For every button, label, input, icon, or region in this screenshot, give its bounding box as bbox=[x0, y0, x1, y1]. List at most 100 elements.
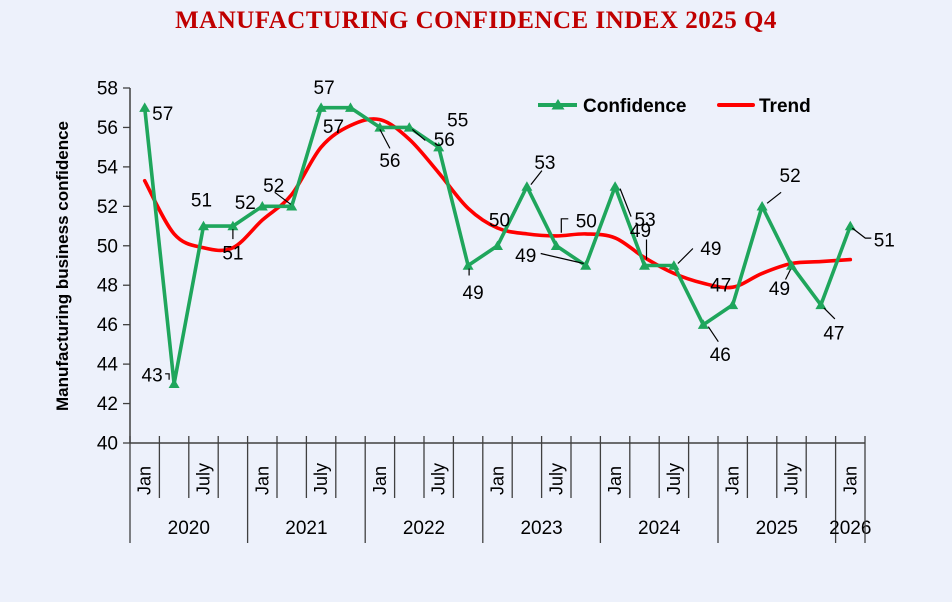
confidence-marker bbox=[492, 240, 503, 250]
legend-confidence-label: Confidence bbox=[583, 96, 686, 117]
confidence-marker bbox=[403, 122, 415, 132]
data-label: 56 bbox=[379, 151, 400, 172]
y-tick-label: 48 bbox=[97, 276, 118, 297]
data-label: 51 bbox=[222, 244, 243, 265]
data-label: 49 bbox=[515, 246, 536, 267]
confidence-marker bbox=[286, 201, 298, 211]
confidence-marker bbox=[550, 240, 562, 250]
confidence-marker bbox=[756, 201, 768, 211]
confidence-marker bbox=[345, 102, 356, 112]
year-label: 2023 bbox=[520, 518, 562, 539]
data-label: 49 bbox=[630, 221, 651, 242]
y-tick-label: 40 bbox=[97, 434, 118, 455]
confidence-marker bbox=[433, 141, 445, 152]
data-label-callout bbox=[784, 269, 792, 280]
trend-line bbox=[142, 117, 853, 290]
year-label: 2026 bbox=[829, 518, 871, 539]
confidence-marker bbox=[697, 319, 709, 329]
data-label: 49 bbox=[700, 239, 721, 260]
year-label: 2021 bbox=[285, 518, 327, 539]
data-label: 53 bbox=[635, 210, 656, 231]
data-label: 57 bbox=[323, 117, 344, 138]
confidence-marker bbox=[139, 102, 151, 112]
confidence-marker bbox=[168, 378, 180, 389]
legend: Confidence Trend bbox=[538, 96, 811, 117]
data-label: 50 bbox=[576, 211, 597, 232]
y-tick-label: 58 bbox=[97, 79, 118, 100]
confidence-marker bbox=[580, 260, 592, 270]
data-label: 51 bbox=[874, 231, 895, 252]
data-label-callout bbox=[274, 191, 292, 205]
data-label: 49 bbox=[463, 283, 484, 304]
confidence-marker bbox=[256, 201, 268, 211]
y-tick-label: 46 bbox=[97, 315, 118, 336]
data-label: 49 bbox=[769, 279, 790, 300]
confidence-marker bbox=[609, 181, 621, 191]
year-label: 2022 bbox=[403, 518, 445, 539]
month-label: Jan bbox=[370, 466, 390, 495]
y-tick-label: 50 bbox=[97, 236, 118, 257]
data-label: 52 bbox=[263, 176, 284, 197]
data-label: 56 bbox=[434, 130, 455, 151]
data-label-callout bbox=[411, 128, 426, 141]
y-tick-label: 52 bbox=[97, 197, 118, 218]
axes-layer: 40 42 44 46 48 50 52 54 56 58 Jan July 2020 Jan July 20… bbox=[97, 79, 871, 543]
month-label: July bbox=[664, 463, 684, 495]
confidence-marker bbox=[727, 299, 739, 310]
confidence-marker bbox=[815, 299, 827, 310]
legend-trend-label: Trend bbox=[759, 96, 811, 117]
month-label: Jan bbox=[252, 466, 272, 495]
confidence-marker bbox=[315, 102, 327, 112]
data-label-callout bbox=[619, 188, 632, 217]
y-tick-label: 54 bbox=[97, 157, 119, 178]
data-label: 43 bbox=[142, 365, 163, 386]
confidence-marker bbox=[639, 260, 650, 270]
data-label: 52 bbox=[780, 166, 801, 187]
month-label: Jan bbox=[723, 466, 743, 495]
data-label: 47 bbox=[710, 275, 731, 296]
year-label: 2024 bbox=[638, 518, 681, 539]
data-label-callout bbox=[707, 326, 719, 343]
data-label: 47 bbox=[823, 323, 844, 344]
data-label-callout bbox=[165, 373, 170, 380]
y-tick-label: 42 bbox=[97, 394, 118, 415]
data-label-callout bbox=[540, 252, 584, 265]
data-label-callout bbox=[530, 170, 543, 185]
confidence-marker bbox=[786, 260, 797, 270]
series-layer bbox=[139, 102, 856, 389]
confidence-marker bbox=[844, 220, 856, 231]
y-axis-title: Manufacturing business confidence bbox=[53, 121, 72, 411]
data-label-callout bbox=[823, 307, 836, 320]
year-label: 2025 bbox=[756, 518, 798, 539]
month-label: Jan bbox=[605, 466, 625, 495]
data-label: 57 bbox=[314, 78, 335, 99]
confidence-marker bbox=[227, 220, 239, 231]
data-label-callout bbox=[766, 191, 782, 204]
data-labels-layer: 5743515152525757565655495053504953494946… bbox=[142, 78, 895, 386]
y-tick-label: 56 bbox=[97, 118, 118, 139]
month-label: Jan bbox=[135, 466, 155, 495]
month-label: July bbox=[311, 463, 331, 495]
data-label-callout bbox=[379, 129, 391, 149]
data-label: 57 bbox=[152, 104, 173, 125]
month-label: Jan bbox=[840, 466, 860, 495]
data-label-callout bbox=[677, 248, 694, 264]
data-label: 53 bbox=[534, 153, 555, 174]
data-label-callout bbox=[560, 218, 569, 233]
legend-confidence-marker-icon bbox=[551, 99, 565, 110]
confidence-marker bbox=[668, 260, 680, 270]
confidence-marker bbox=[521, 181, 533, 191]
data-label: 55 bbox=[447, 111, 468, 132]
month-label: July bbox=[546, 463, 566, 495]
month-label: July bbox=[782, 463, 802, 495]
month-label: July bbox=[429, 463, 449, 495]
data-label: 50 bbox=[489, 210, 510, 231]
data-label: 51 bbox=[191, 191, 212, 212]
year-label: 2020 bbox=[168, 518, 210, 539]
chart-title: MANUFACTURING CONFIDENCE INDEX 2025 Q4 bbox=[175, 7, 777, 34]
month-label: Jan bbox=[488, 466, 508, 495]
confidence-marker bbox=[198, 220, 209, 231]
data-label: 52 bbox=[235, 193, 256, 214]
